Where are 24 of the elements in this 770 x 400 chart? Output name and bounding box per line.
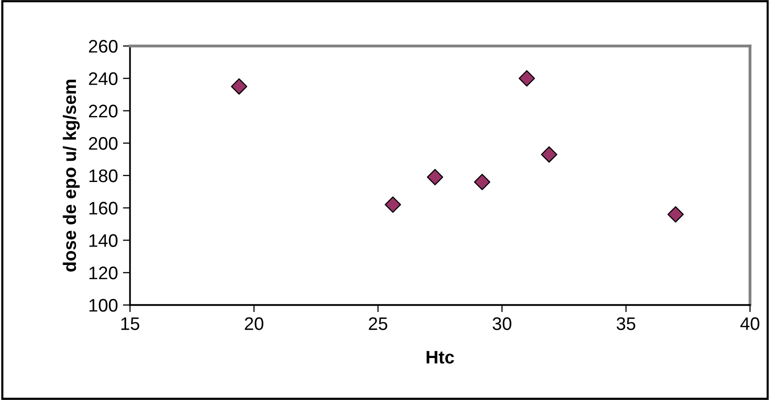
y-tick-label: 120: [89, 266, 118, 280]
point: [518, 70, 535, 87]
x-axis-title: Htc: [426, 350, 454, 364]
x-tick-label: 35: [616, 317, 636, 330]
y-tick-label: 240: [88, 72, 118, 86]
x-tick-label: 25: [368, 317, 388, 330]
y-tick-label: 160: [89, 202, 118, 215]
y-tick-label: 100: [89, 298, 118, 312]
y-tick-label: 200: [88, 137, 118, 150]
point: [426, 168, 444, 186]
y-axis-title: dose de epo u/ kg/sem: [62, 80, 80, 272]
point: [667, 206, 684, 223]
point: [474, 174, 490, 190]
point: [230, 78, 248, 95]
point: [384, 196, 402, 213]
x-tick-label: 30: [492, 317, 512, 330]
x-tick-label: 40: [740, 317, 760, 330]
point: [540, 146, 558, 163]
y-tick-label: 260: [88, 40, 118, 53]
y-tick-label: 180: [89, 169, 118, 182]
x-tick-label: 20: [244, 317, 264, 330]
y-tick-label: 220: [88, 104, 118, 118]
y-tick-label: 140: [89, 234, 118, 247]
x-tick-label: 15: [121, 317, 140, 330]
